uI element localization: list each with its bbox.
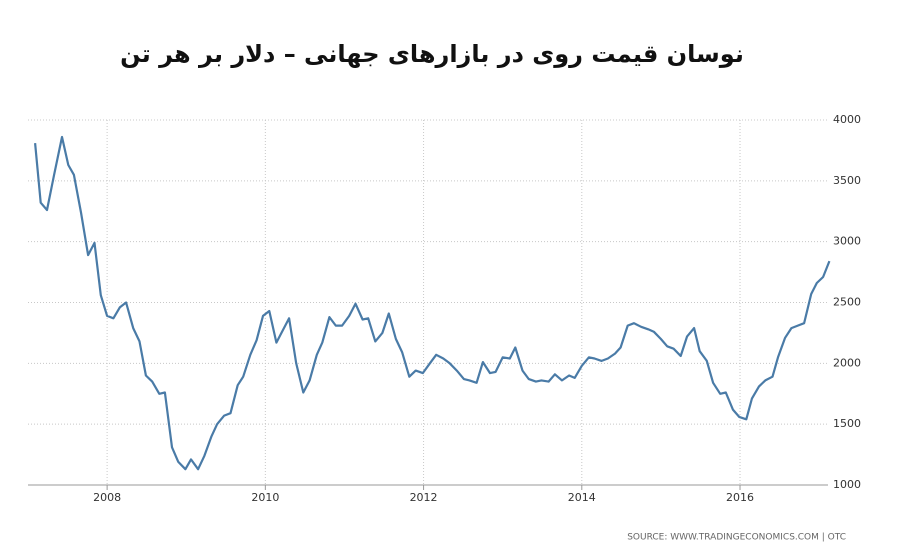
- y-tick-label: 4000: [833, 113, 861, 126]
- x-tick-label: 2016: [726, 491, 754, 504]
- x-tick-label: 2010: [251, 491, 279, 504]
- y-tick-label: 2000: [833, 356, 861, 369]
- y-tick-label: 1500: [833, 417, 861, 430]
- y-tick-label: 1000: [833, 478, 861, 491]
- x-tick-label: 2012: [410, 491, 438, 504]
- y-tick-label: 3000: [833, 235, 861, 248]
- x-tick-label: 2014: [568, 491, 596, 504]
- x-tick-label: 2008: [93, 491, 121, 504]
- y-tick-label: 2500: [833, 296, 861, 309]
- source: SOURCE: WWW.TRADINGECONOMICS.COM | OTC: [627, 533, 846, 543]
- y-tick-label: 3500: [833, 174, 861, 187]
- line: [34, 135, 831, 471]
- chart-title: نوسان قیمت روی در بازارهای جهانی – دلار …: [120, 40, 744, 68]
